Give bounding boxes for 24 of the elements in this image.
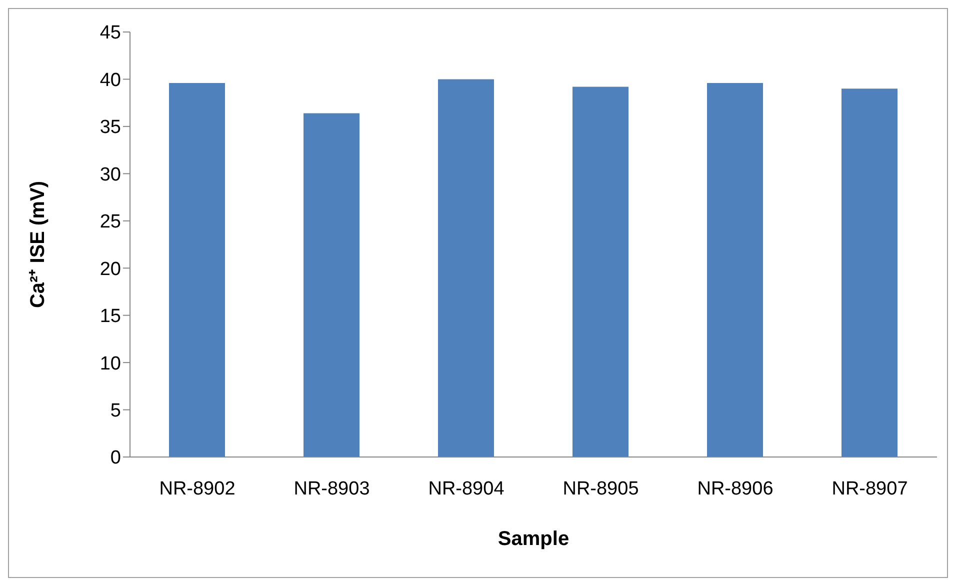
y-tick-label: 0 xyxy=(110,448,121,469)
x-tick-label: NR-8902 xyxy=(159,478,236,500)
y-tick-label: 35 xyxy=(100,117,121,138)
y-tick-label: 10 xyxy=(100,353,121,374)
y-tick-label: 40 xyxy=(100,70,121,91)
bar xyxy=(169,83,226,457)
bar xyxy=(707,83,764,457)
y-tick-label: 5 xyxy=(110,400,121,422)
y-tick-label: 20 xyxy=(100,258,121,280)
x-tick-label: NR-8906 xyxy=(697,478,774,500)
bar xyxy=(438,79,494,457)
y-tick-label: 30 xyxy=(100,164,121,186)
bar xyxy=(572,86,629,457)
y-tick-label: 15 xyxy=(100,306,121,328)
y-axis-title: Ca²⁺ ISE (mV) xyxy=(27,180,50,308)
bar xyxy=(304,113,360,457)
y-tick-label: 25 xyxy=(100,212,121,233)
x-axis-title: Sample xyxy=(498,528,570,550)
bar xyxy=(842,88,898,457)
x-tick-label: NR-8903 xyxy=(294,478,370,500)
x-tick-label: NR-8904 xyxy=(428,478,505,500)
x-tick-label: NR-8907 xyxy=(832,478,908,500)
x-tick-label: NR-8905 xyxy=(562,478,639,500)
y-tick-label: 45 xyxy=(100,22,121,44)
